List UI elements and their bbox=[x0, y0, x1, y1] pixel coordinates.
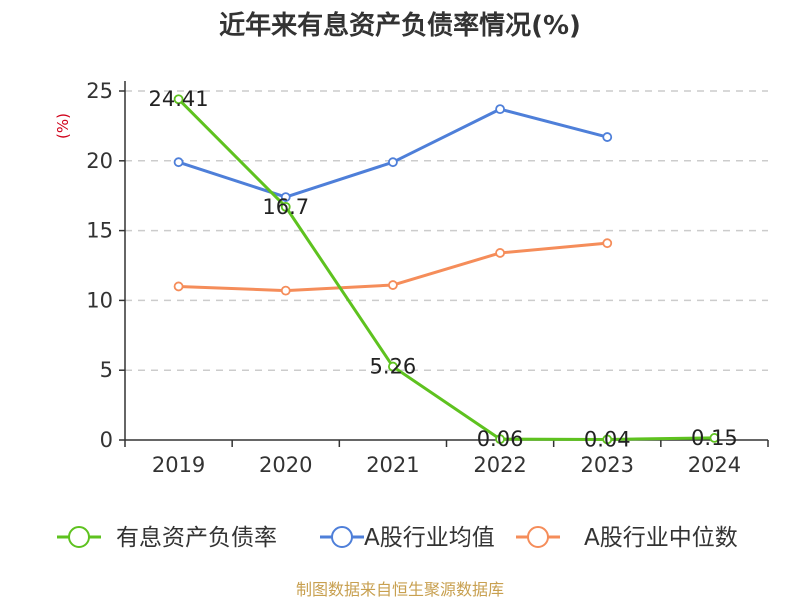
y-tick-label: 10 bbox=[86, 288, 113, 312]
data-point bbox=[709, 433, 720, 443]
data-point bbox=[280, 192, 291, 202]
data-label: 0.15 bbox=[691, 426, 738, 450]
grid bbox=[125, 90, 768, 371]
x-tick-label: 2022 bbox=[473, 453, 526, 477]
data-point bbox=[173, 157, 184, 168]
y-axis-label: (%) bbox=[54, 113, 72, 139]
data-point bbox=[495, 434, 505, 445]
x-tick-label: 2020 bbox=[259, 453, 312, 477]
data-point bbox=[602, 132, 613, 142]
data-point bbox=[388, 361, 398, 372]
y-tick-label: 25 bbox=[86, 79, 113, 103]
data-point bbox=[280, 285, 291, 296]
legend: 有息资产负债率 A股行业均值 A股行业中位数 bbox=[57, 525, 738, 551]
data-point bbox=[388, 280, 398, 290]
legend-item[interactable]: 有息资产负债率 bbox=[57, 525, 277, 551]
legend-label: A股行业中位数 bbox=[584, 525, 738, 551]
data-point bbox=[388, 157, 398, 168]
y-tick-label: 0 bbox=[100, 428, 113, 452]
y-tick-label: 15 bbox=[86, 219, 113, 243]
legend-item[interactable]: A股行业中位数 bbox=[516, 525, 738, 551]
x-tick-label: 2021 bbox=[366, 453, 419, 477]
legend-label: A股行业均值 bbox=[364, 525, 495, 551]
y-tick-label: 20 bbox=[86, 149, 113, 173]
legend-marker bbox=[68, 526, 90, 548]
data-label: 16.7 bbox=[262, 195, 309, 219]
data-label: 0.04 bbox=[584, 427, 631, 451]
data-labels: 24.41 16.7 5.26 0.06 0.04 0.15 bbox=[149, 87, 738, 451]
series-line bbox=[177, 98, 715, 441]
axes: 0 5 10 15 20 25 2019 2020 2021 2022 2023 2024 bbox=[86, 79, 769, 477]
y-tick-label: 5 bbox=[100, 358, 113, 382]
data-label: 0.06 bbox=[477, 427, 524, 451]
legend-marker bbox=[331, 526, 353, 548]
chart-title: 近年来有息资产负债率情况(%) bbox=[219, 10, 581, 41]
data-point bbox=[602, 434, 613, 445]
source-note: 制图数据来自恒生聚源数据库 bbox=[296, 580, 504, 599]
data-label: 24.41 bbox=[149, 87, 209, 111]
data-point bbox=[173, 94, 184, 105]
data-point bbox=[602, 238, 613, 249]
data-point bbox=[495, 104, 505, 115]
legend-marker bbox=[527, 526, 549, 548]
legend-item[interactable]: A股行业均值 bbox=[320, 525, 495, 551]
legend-label: 有息资产负债率 bbox=[116, 525, 277, 551]
data-point bbox=[280, 201, 291, 212]
data-label: 5.26 bbox=[370, 355, 417, 379]
x-tick-label: 2019 bbox=[152, 453, 205, 477]
data-point bbox=[173, 281, 184, 292]
x-tick-label: 2023 bbox=[581, 453, 634, 477]
x-tick-label: 2024 bbox=[688, 453, 741, 477]
data-point bbox=[495, 248, 505, 258]
series-line bbox=[178, 107, 608, 199]
series bbox=[173, 94, 720, 445]
